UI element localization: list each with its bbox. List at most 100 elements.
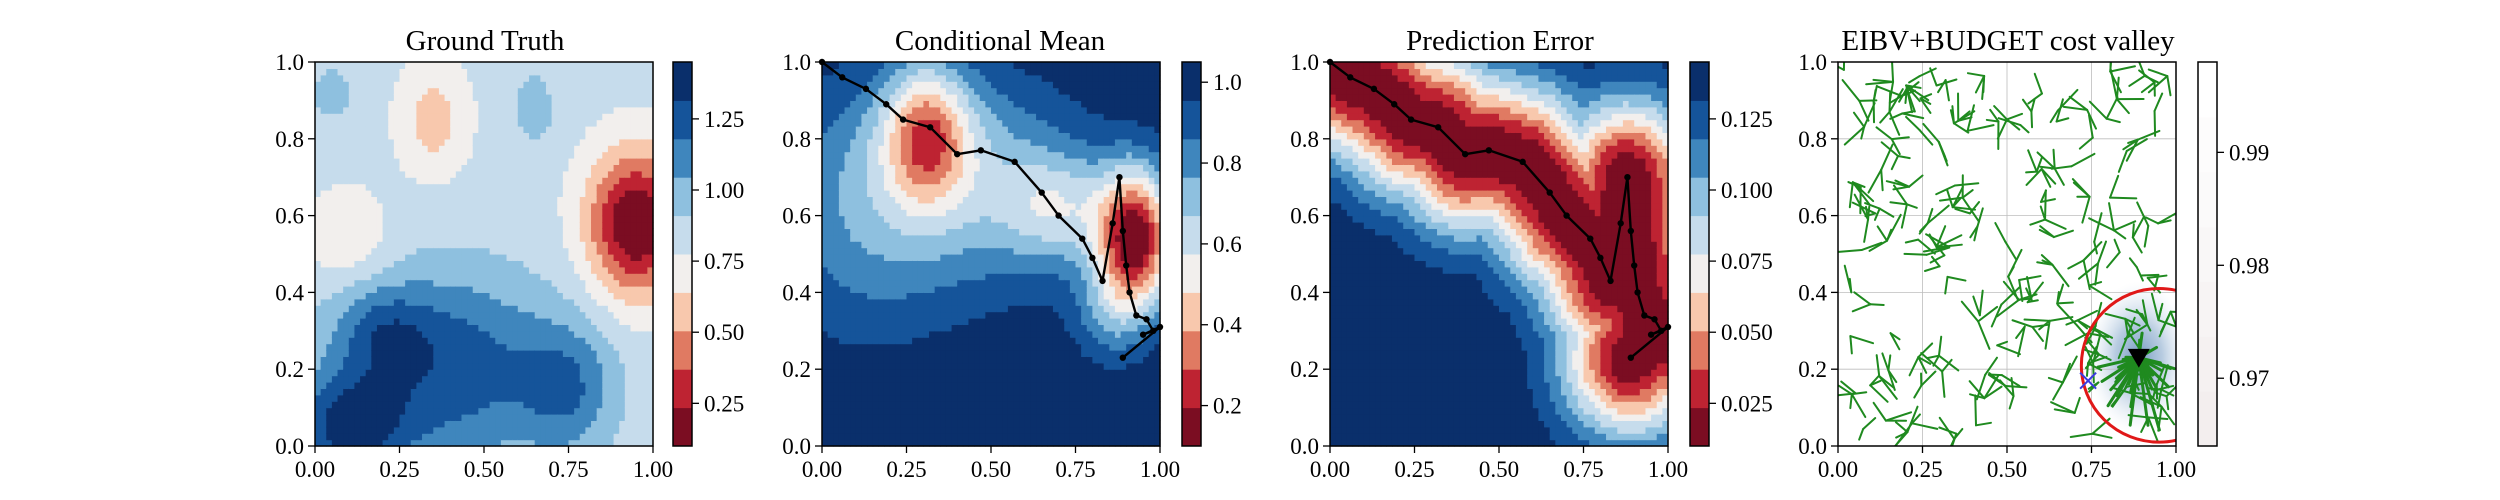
heatmap-cell xyxy=(647,190,654,197)
heatmap-cell xyxy=(331,279,339,287)
heatmap-cell xyxy=(844,138,851,146)
heatmap-cell xyxy=(382,177,389,185)
heatmap-cell xyxy=(889,420,896,428)
heatmap-cell xyxy=(934,138,941,146)
heatmap-cell xyxy=(365,138,372,146)
heatmap-cell xyxy=(906,170,913,178)
heatmap-cell xyxy=(416,433,423,441)
heatmap-cell xyxy=(844,113,851,121)
heatmap-cell xyxy=(647,94,654,101)
heatmap-cell xyxy=(382,394,389,402)
heatmap-cell xyxy=(512,74,519,82)
heatmap-cell xyxy=(455,254,463,261)
heatmap-cell xyxy=(512,151,519,159)
heatmap-cell xyxy=(405,273,412,281)
heatmap-cell xyxy=(315,234,322,242)
heatmap-cell xyxy=(393,439,401,447)
heatmap-cell xyxy=(512,183,519,191)
heatmap-cell xyxy=(624,215,632,223)
heatmap-cell xyxy=(382,138,389,146)
heatmap-cell xyxy=(850,356,857,364)
heatmap-cell xyxy=(596,132,603,140)
heatmap-cell xyxy=(506,241,513,249)
heatmap-cell xyxy=(822,439,829,447)
heatmap-cell xyxy=(354,87,361,95)
heatmap-cell xyxy=(399,369,406,377)
heatmap-cell xyxy=(365,394,372,402)
heatmap-cell xyxy=(929,414,936,421)
heatmap-cell xyxy=(331,394,339,402)
heatmap-cell xyxy=(461,106,468,114)
heatmap-cell xyxy=(472,369,479,377)
heatmap-cell xyxy=(844,407,851,415)
heatmap-cell xyxy=(895,388,902,396)
heatmap-cell xyxy=(529,145,536,153)
heatmap-cell xyxy=(365,286,372,293)
heatmap-cell xyxy=(923,138,930,146)
heatmap-cell xyxy=(517,375,525,383)
heatmap-cell xyxy=(444,420,451,428)
heatmap-cell xyxy=(607,113,615,121)
heatmap-cell xyxy=(912,164,919,172)
heatmap-cell xyxy=(579,343,586,351)
heatmap-cell xyxy=(619,318,626,325)
heatmap-cell xyxy=(551,350,558,357)
heatmap-cell xyxy=(523,94,530,101)
heatmap-cell xyxy=(624,388,632,396)
heatmap-cell xyxy=(912,215,919,223)
heatmap-cell xyxy=(399,375,406,383)
heatmap-cell xyxy=(461,343,468,351)
heatmap-cell xyxy=(613,350,620,357)
heatmap-cell xyxy=(326,87,333,95)
heatmap-cell xyxy=(461,260,468,268)
heatmap-cell xyxy=(416,330,423,338)
heatmap-cell xyxy=(433,81,440,89)
heatmap-cell xyxy=(900,324,908,332)
heatmap-cell xyxy=(619,202,626,210)
heatmap-cell xyxy=(557,126,564,133)
heatmap-cell xyxy=(365,311,372,319)
heatmap-cell xyxy=(399,343,406,351)
heatmap-cell xyxy=(540,126,547,133)
heatmap-cell xyxy=(647,343,654,351)
heatmap-cell xyxy=(883,126,891,133)
heatmap-cell xyxy=(602,401,609,409)
heatmap-cell xyxy=(343,62,350,69)
heatmap-cell xyxy=(838,94,846,101)
heatmap-cell xyxy=(591,222,598,229)
heatmap-cell xyxy=(410,439,417,447)
heatmap-cell xyxy=(495,126,502,133)
heatmap-cell xyxy=(450,433,457,441)
heatmap-cell xyxy=(551,305,558,313)
heatmap-cell xyxy=(900,228,908,236)
heatmap-cell xyxy=(945,426,953,434)
heatmap-cell xyxy=(416,222,423,229)
heatmap-cell xyxy=(833,369,840,377)
heatmap-cell xyxy=(929,420,936,428)
heatmap-cell xyxy=(889,145,896,153)
heatmap-cell xyxy=(529,433,536,441)
heatmap-cell xyxy=(624,158,632,165)
heatmap-cell xyxy=(636,369,643,377)
heatmap-cell xyxy=(934,420,941,428)
heatmap-cell xyxy=(833,215,840,223)
heatmap-cell xyxy=(472,74,479,82)
heatmap-cell xyxy=(591,286,598,293)
heatmap-cell xyxy=(371,350,378,357)
heatmap-cell xyxy=(376,247,384,255)
heatmap-cell xyxy=(647,126,654,133)
heatmap-cell xyxy=(867,330,874,338)
heatmap-cell xyxy=(833,234,840,242)
heatmap-cell xyxy=(410,196,417,204)
heatmap-cell xyxy=(872,234,879,242)
heatmap-cell xyxy=(337,132,344,140)
heatmap-cell xyxy=(506,170,513,178)
heatmap-cell xyxy=(855,298,863,306)
heatmap-cell xyxy=(326,106,333,114)
heatmap-cell xyxy=(326,183,333,191)
heatmap-cell xyxy=(500,273,508,281)
heatmap-cell xyxy=(850,151,857,159)
heatmap-cell xyxy=(422,343,429,351)
heatmap-cell xyxy=(630,298,637,306)
heatmap-cell xyxy=(562,106,570,114)
